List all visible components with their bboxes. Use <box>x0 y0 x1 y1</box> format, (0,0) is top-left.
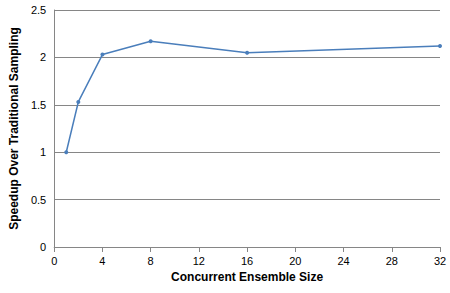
svg-text:32: 32 <box>434 255 446 267</box>
svg-text:24: 24 <box>337 255 349 267</box>
svg-text:0: 0 <box>40 241 46 253</box>
svg-text:Speedup Over Traditional Sampl: Speedup Over Traditional Sampling <box>7 27 21 230</box>
svg-text:Concurrent Ensemble Size: Concurrent Ensemble Size <box>171 270 323 284</box>
svg-text:28: 28 <box>386 255 398 267</box>
svg-text:1.5: 1.5 <box>31 99 46 111</box>
svg-text:2.5: 2.5 <box>31 4 46 16</box>
svg-text:8: 8 <box>148 255 154 267</box>
svg-text:2: 2 <box>40 51 46 63</box>
svg-text:16: 16 <box>241 255 253 267</box>
svg-text:1: 1 <box>40 146 46 158</box>
svg-text:20: 20 <box>289 255 301 267</box>
svg-text:4: 4 <box>99 255 105 267</box>
svg-text:0.5: 0.5 <box>31 194 46 206</box>
svg-text:0: 0 <box>51 255 57 267</box>
svg-text:12: 12 <box>193 255 205 267</box>
